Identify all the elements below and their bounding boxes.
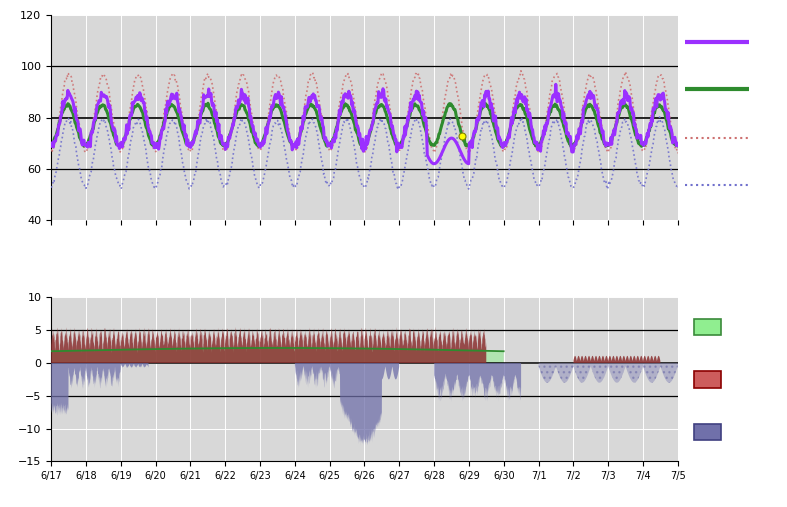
- Bar: [694, 319, 721, 335]
- Bar: [694, 424, 721, 440]
- Bar: [694, 371, 721, 388]
